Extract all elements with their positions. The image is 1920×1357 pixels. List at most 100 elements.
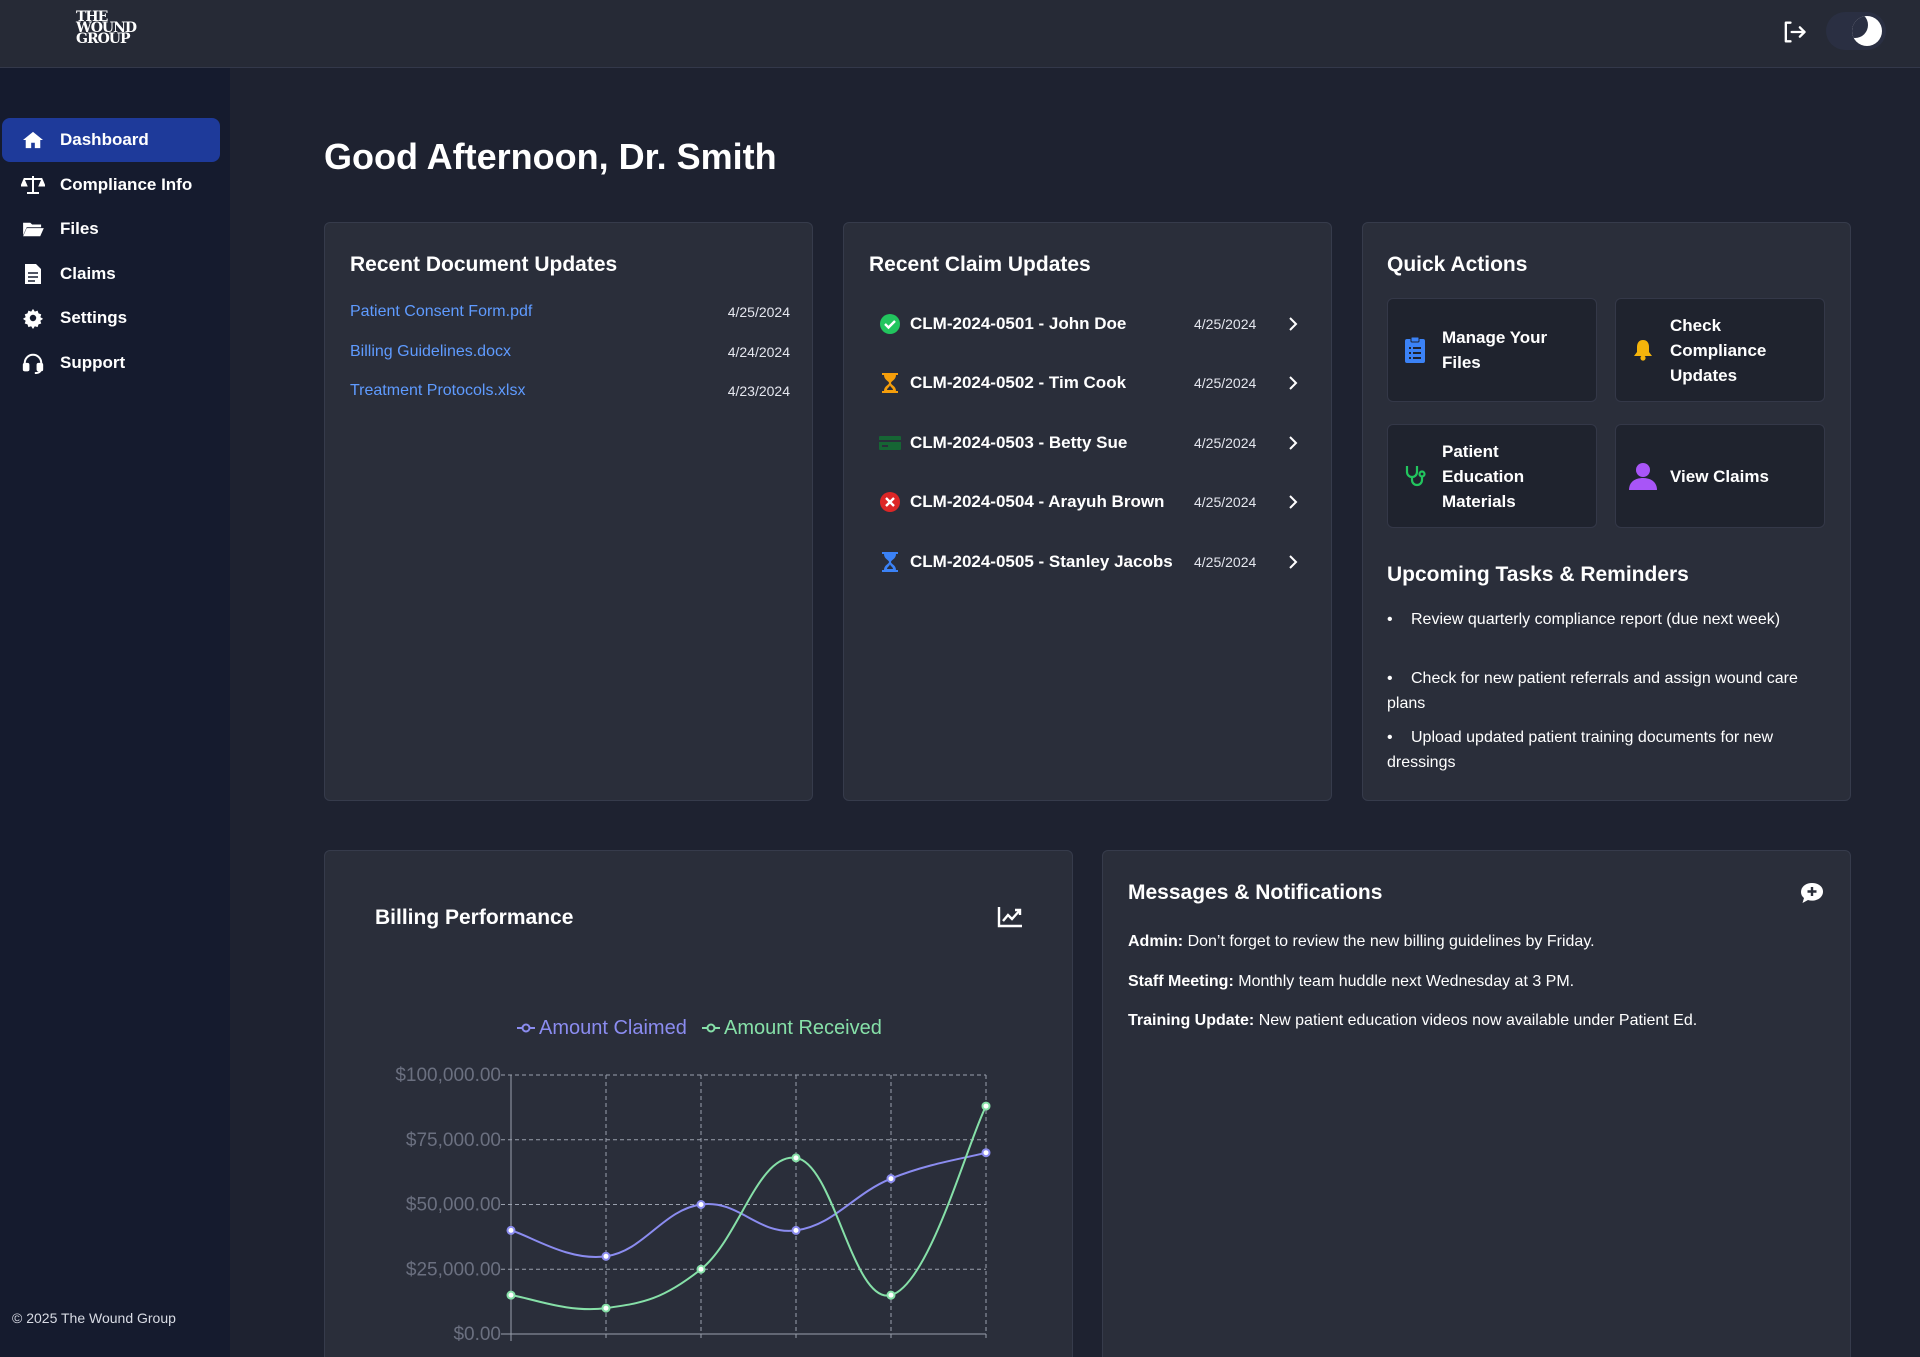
document-link[interactable]: Patient Consent Form.pdf bbox=[350, 303, 533, 320]
messages-title: Messages & Notifications bbox=[1128, 881, 1383, 904]
chevron-right-icon bbox=[1289, 495, 1298, 509]
document-link[interactable]: Billing Guidelines.docx bbox=[350, 343, 511, 360]
message-text: Monthly team huddle next Wednesday at 3 … bbox=[1238, 973, 1575, 990]
scale-icon bbox=[20, 173, 46, 197]
home-icon bbox=[20, 128, 46, 152]
claim-date: 4/25/2024 bbox=[1194, 316, 1257, 332]
page-title: Good Afternoon, Dr. Smith bbox=[324, 136, 777, 177]
message-text: Don’t forget to review the new billing g… bbox=[1187, 933, 1595, 950]
claim-label: CLM-2024-0501 - John Doe bbox=[910, 314, 1127, 333]
claim-label: CLM-2024-0503 - Betty Sue bbox=[910, 433, 1128, 452]
sidebar-item-label: Claims bbox=[60, 263, 116, 283]
data-point bbox=[696, 1200, 706, 1209]
quick-action-label: View Claims bbox=[1670, 466, 1769, 486]
documents-title: Recent Document Updates bbox=[350, 253, 618, 276]
legend-marker bbox=[706, 1023, 716, 1033]
message-sender: Staff Meeting: bbox=[1128, 973, 1234, 990]
document-date: 4/25/2024 bbox=[727, 304, 790, 320]
y-tick-label: $50,000.00 bbox=[406, 1195, 501, 1216]
sidebar-item-label: Settings bbox=[60, 308, 128, 327]
claim-row[interactable]: CLM-2024-0503 - Betty Sue 4/25/2024 bbox=[878, 427, 1304, 459]
y-tick-label: $100,000.00 bbox=[395, 1065, 501, 1086]
y-tick-label: $0.00 bbox=[453, 1324, 501, 1341]
top-bar: THE WOUND GROUP bbox=[0, 0, 1920, 68]
quick-action-label: Check Compliance Updates bbox=[1670, 315, 1767, 385]
sidebar-item-label: Compliance Info bbox=[60, 174, 193, 194]
claims-card: Recent Claim Updates CLM-2024-0501 - Joh… bbox=[843, 222, 1332, 801]
quick-action-label: Patient Education Materials bbox=[1442, 441, 1525, 511]
comment-plus-icon[interactable] bbox=[1799, 881, 1825, 907]
message-text: New patient education videos now availab… bbox=[1258, 1012, 1698, 1029]
claim-label: CLM-2024-0502 - Tim Cook bbox=[910, 373, 1127, 392]
document-date: 4/23/2024 bbox=[727, 383, 790, 399]
sidebar-item-claims[interactable]: Claims bbox=[2, 252, 220, 296]
claim-date: 4/25/2024 bbox=[1194, 435, 1257, 451]
data-point bbox=[506, 1290, 516, 1300]
check-compliance-button[interactable]: Check Compliance Updates bbox=[1615, 298, 1825, 402]
claim-row[interactable]: CLM-2024-0501 - John Doe 4/25/2024 bbox=[878, 308, 1304, 340]
quick-actions-card: Quick Actions Manage Your Files Check Co… bbox=[1362, 222, 1851, 801]
message-item: Training Update: New patient education v… bbox=[1128, 1012, 1697, 1030]
logout-icon[interactable] bbox=[1780, 18, 1808, 46]
claim-date: 4/25/2024 bbox=[1194, 375, 1257, 391]
task-item: Upload updated patient training document… bbox=[1387, 725, 1832, 775]
theme-toggle[interactable] bbox=[1826, 12, 1886, 50]
claim-row[interactable]: CLM-2024-0504 - Arayuh Brown 4/25/2024 bbox=[878, 486, 1304, 518]
billing-card: Billing Performance $0.00 $25,000.00 $50,0… bbox=[324, 850, 1073, 1357]
sidebar-item-dashboard[interactable]: Dashboard bbox=[2, 118, 220, 162]
data-point bbox=[791, 1225, 801, 1235]
document-link[interactable]: Treatment Protocols.xlsx bbox=[350, 382, 526, 399]
message-sender: Training Update: bbox=[1128, 1012, 1255, 1029]
view-claims-button[interactable]: View Claims bbox=[1615, 424, 1825, 528]
chart-line-icon[interactable] bbox=[997, 906, 1023, 928]
logo-line: GROUP bbox=[76, 31, 131, 47]
claim-date: 4/25/2024 bbox=[1194, 554, 1257, 570]
message-item: Admin: Don’t forget to review the new bi… bbox=[1128, 933, 1595, 951]
chevron-right-icon bbox=[1289, 317, 1298, 331]
manage-files-button[interactable]: Manage Your Files bbox=[1387, 298, 1597, 402]
sidebar-item-files[interactable]: Files bbox=[2, 207, 220, 251]
chevron-right-icon bbox=[1289, 436, 1298, 450]
document-row[interactable]: Treatment Protocols.xlsx 4/23/2024 bbox=[350, 382, 790, 406]
claim-label: CLM-2024-0504 - Arayuh Brown bbox=[910, 492, 1165, 511]
message-sender: Admin: bbox=[1128, 933, 1184, 950]
hourglass-icon bbox=[878, 550, 902, 574]
hourglass-icon bbox=[878, 371, 902, 395]
sidebar-item-label: Support bbox=[60, 352, 126, 372]
document-row[interactable]: Patient Consent Form.pdf 4/25/2024 bbox=[350, 303, 790, 327]
sidebar-item-settings[interactable]: Settings bbox=[2, 296, 220, 340]
bell-icon bbox=[1628, 335, 1658, 365]
claim-label: CLM-2024-0505 - Stanley Jacobs bbox=[910, 552, 1173, 571]
logo-line: WOUND bbox=[76, 20, 137, 36]
data-point bbox=[506, 1225, 516, 1235]
legend-label: Amount Received bbox=[724, 1017, 882, 1039]
data-point bbox=[981, 1148, 991, 1158]
claim-date: 4/25/2024 bbox=[1194, 494, 1257, 510]
sidebar-nav: Dashboard Compliance Info Files Claims S… bbox=[2, 118, 220, 385]
brand-logo[interactable]: THE WOUND GROUP bbox=[76, 10, 146, 52]
money-bill-icon bbox=[878, 431, 902, 455]
task-item: Review quarterly compliance report (due … bbox=[1387, 607, 1832, 632]
sidebar-item-compliance-info[interactable]: Compliance Info bbox=[2, 163, 220, 207]
document-row[interactable]: Billing Guidelines.docx 4/24/2024 bbox=[350, 343, 790, 367]
x-circle-icon bbox=[878, 490, 902, 514]
gear-icon bbox=[20, 306, 46, 330]
data-point bbox=[791, 1153, 801, 1163]
patient-education-button[interactable]: Patient Education Materials bbox=[1387, 424, 1597, 528]
data-point bbox=[696, 1264, 706, 1274]
chevron-right-icon bbox=[1289, 555, 1298, 569]
user-icon bbox=[1628, 461, 1658, 491]
check-circle-icon bbox=[878, 312, 902, 336]
task-item: Check for new patient referrals and assi… bbox=[1387, 666, 1832, 716]
documents-card: Recent Document Updates Patient Consent … bbox=[324, 222, 813, 801]
data-point bbox=[886, 1290, 896, 1300]
message-item: Staff Meeting: Monthly team huddle next … bbox=[1128, 973, 1574, 991]
sidebar-item-support[interactable]: Support bbox=[2, 341, 220, 385]
sidebar-item-label: Files bbox=[60, 219, 99, 238]
claim-row[interactable]: CLM-2024-0505 - Stanley Jacobs 4/25/2024 bbox=[878, 546, 1304, 578]
messages-card: Messages & Notifications Admin: Don’t fo… bbox=[1102, 850, 1851, 1357]
claim-row[interactable]: CLM-2024-0502 - Tim Cook 4/25/2024 bbox=[878, 367, 1304, 399]
legend-marker bbox=[521, 1023, 531, 1033]
y-tick-label: $75,000.00 bbox=[406, 1130, 501, 1151]
data-point bbox=[981, 1101, 991, 1111]
